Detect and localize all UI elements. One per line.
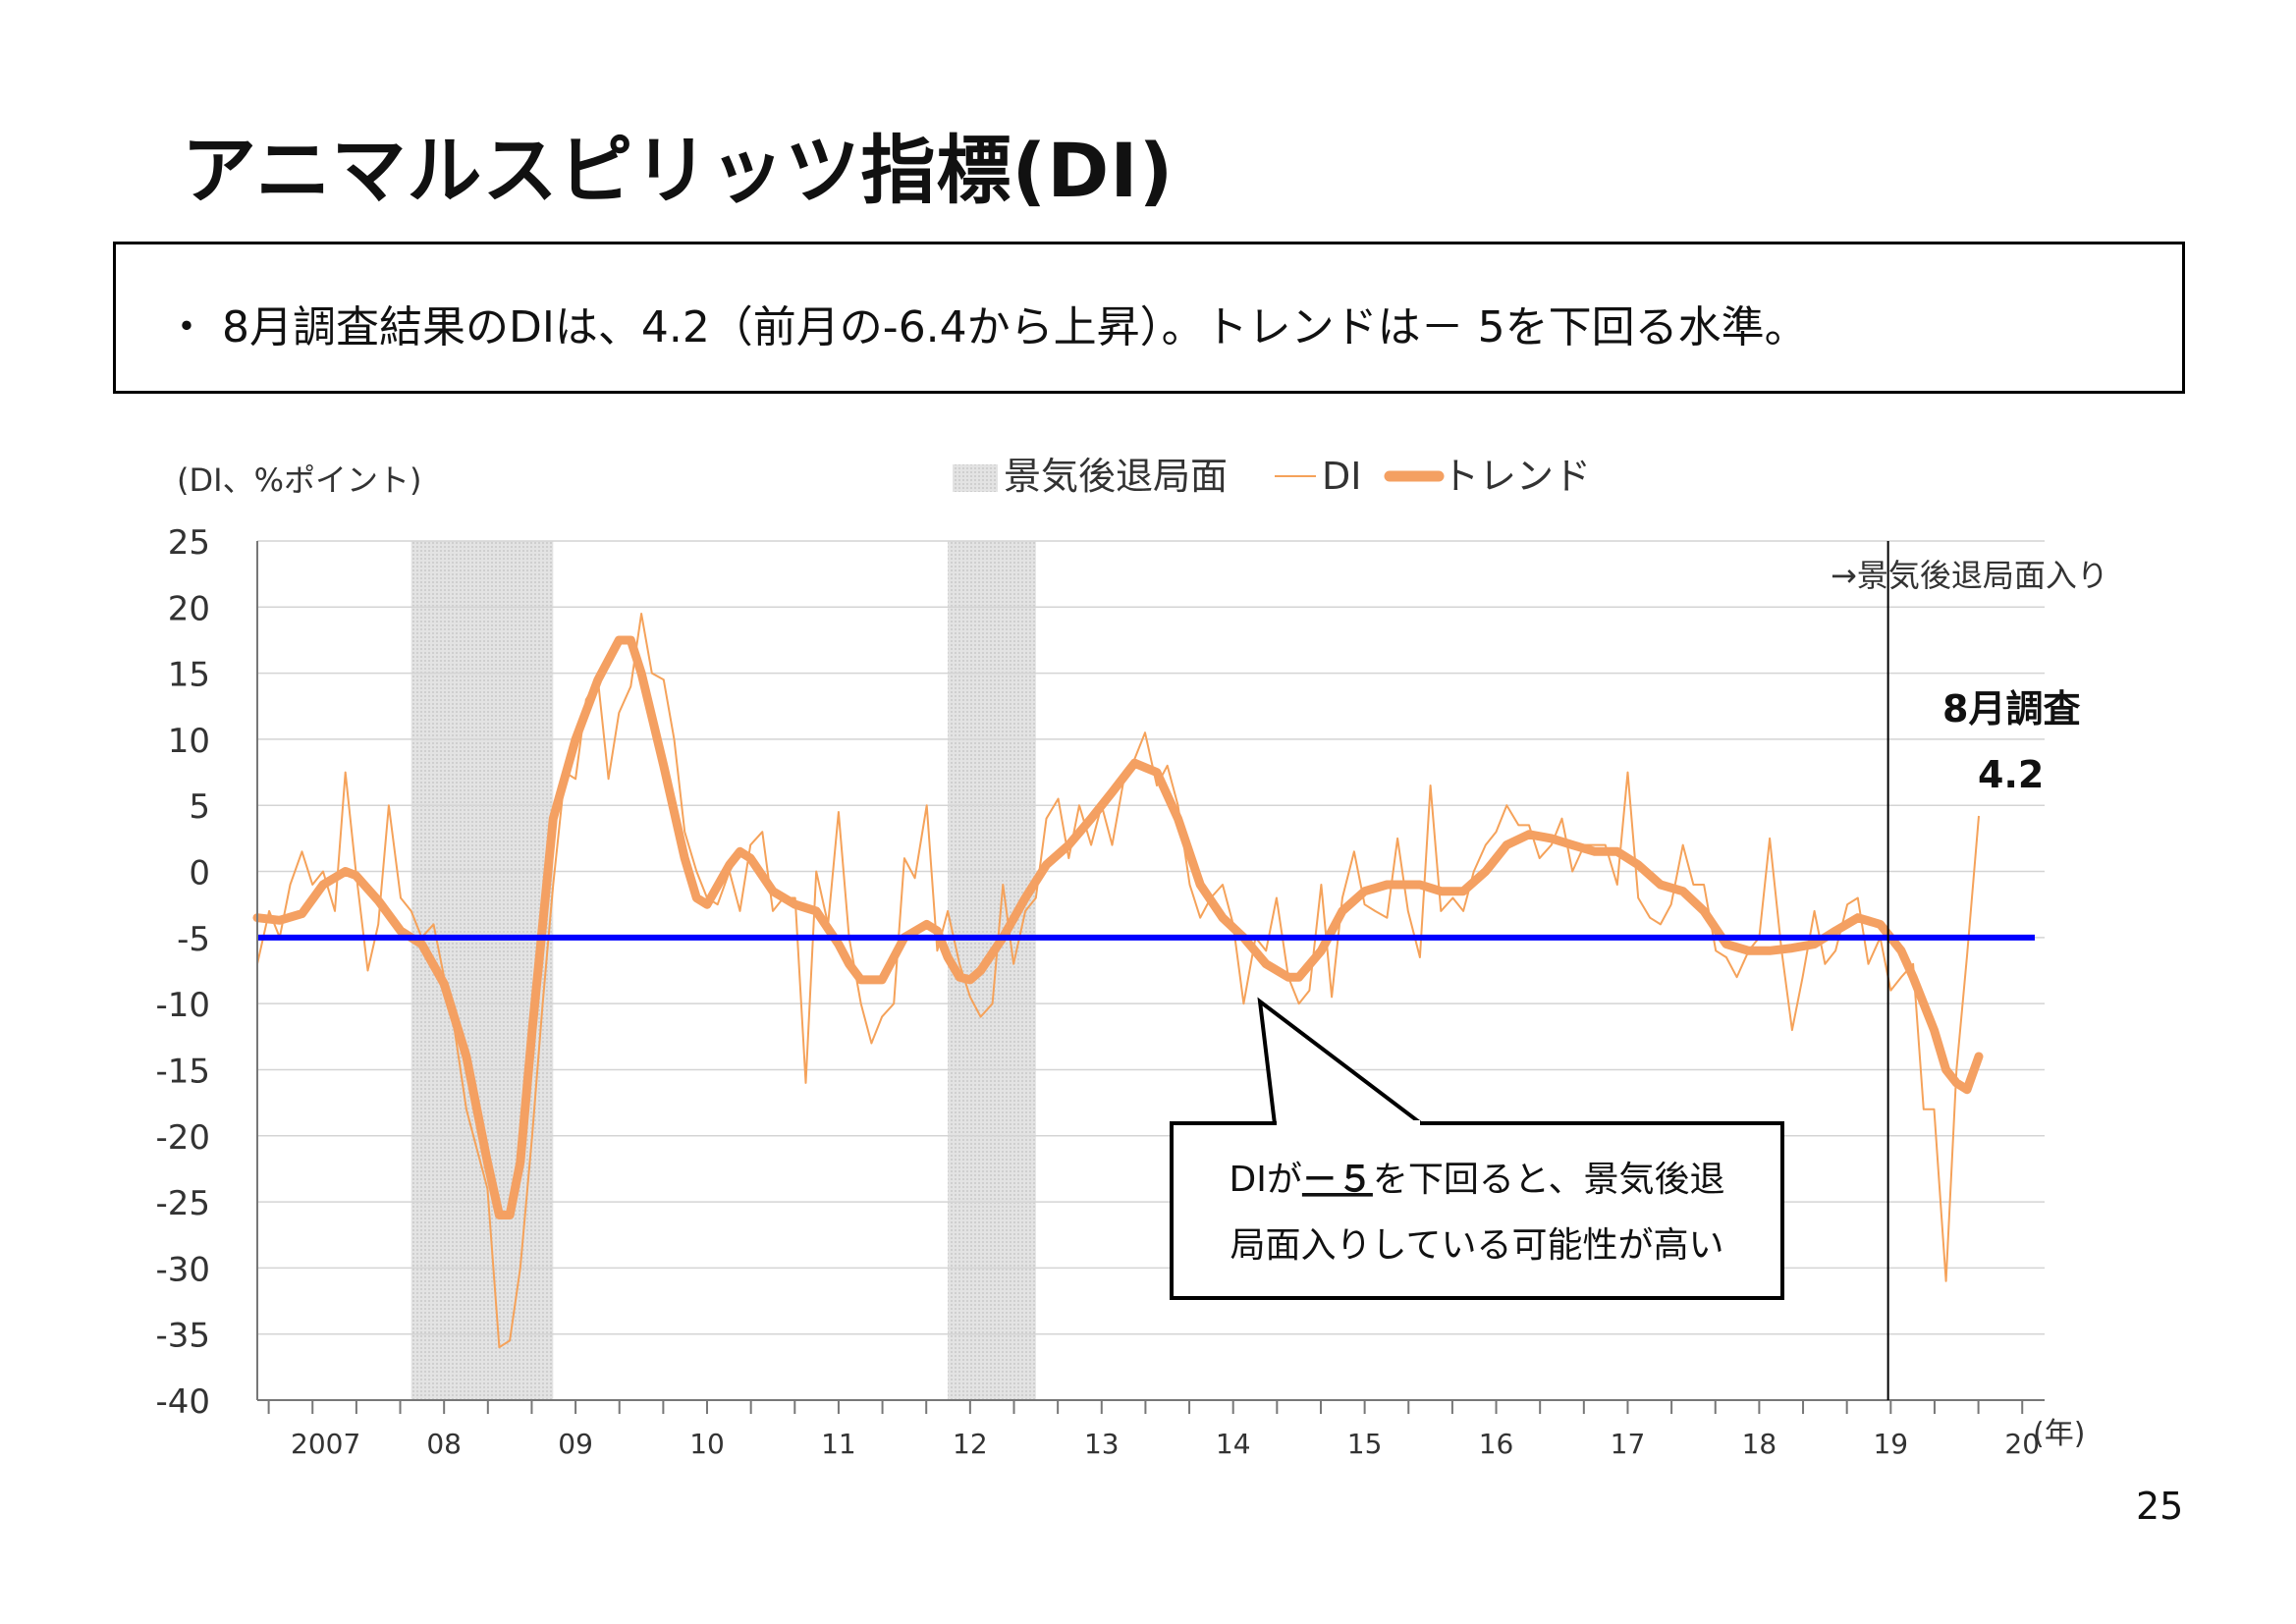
x-tick-label: 09	[558, 1428, 593, 1460]
callout-pointer	[1257, 997, 1428, 1126]
legend-trend-label: トレンド	[1442, 455, 1591, 498]
x-tick-label: 10	[689, 1428, 725, 1460]
callout-box	[1170, 1121, 1784, 1300]
labels: 25 20 15 10 5 0 -5 -10 -15 -20 -25 -30 -35 -40 2007 08 0…	[155, 523, 2040, 1460]
summary-text: ・ 8月調査結果のDIは、4.2（前月の-6.4から上昇）。トレンドは－ 5を下…	[165, 302, 1808, 352]
x-tick-label: 15	[1347, 1428, 1383, 1460]
x-tick-label: 08	[426, 1428, 462, 1460]
x-tick-label: 13	[1084, 1428, 1120, 1460]
x-tick-label: 2007	[291, 1428, 360, 1460]
callout-line-1: DIが－５を下回ると、景気後退	[1230, 1160, 1725, 1200]
vline-label: →景気後退局面入り	[1831, 557, 2108, 594]
x-tick-label: 14	[1216, 1428, 1251, 1460]
series-line-di	[256, 613, 1980, 1349]
legend-recession-label: 景気後退局面	[1004, 455, 1228, 498]
x-tick-label: 17	[1611, 1428, 1646, 1460]
y-tick-label: 20	[168, 589, 210, 628]
y-tick-label: 15	[168, 656, 210, 695]
y-axis-unit-label: (DI、%ポイント)	[177, 461, 421, 499]
y-tick-label: -25	[155, 1184, 210, 1223]
x-tick-label: 18	[1742, 1428, 1777, 1460]
y-tick-label: 5	[189, 787, 210, 827]
series	[252, 613, 2035, 1349]
page-title: アニマルスピリッツ指標(DI)	[182, 127, 1175, 214]
page-number: 25	[2136, 1485, 2184, 1528]
legend: 景気後退局面 DI トレンド	[953, 455, 1591, 498]
y-tick-label: -20	[155, 1118, 210, 1158]
y-tick-label: 25	[168, 523, 210, 563]
recession-bands	[410, 541, 1036, 1400]
callout: DIが－５を下回ると、景気後退 局面入りしている可能性が高い	[1170, 997, 1784, 1300]
latest-survey-value: 4.2	[1978, 753, 2044, 796]
summary-box: ・ 8月調査結果のDIは、4.2（前月の-6.4から上昇）。トレンドは－ 5を下…	[113, 242, 2185, 394]
y-tick-label: -40	[155, 1382, 210, 1422]
legend-di-label: DI	[1322, 455, 1361, 498]
y-tick-label: -5	[177, 920, 210, 959]
y-tick-label: -35	[155, 1317, 210, 1356]
series-line-trend	[252, 635, 1984, 1219]
axes	[256, 541, 2045, 1414]
y-tick-label: -15	[155, 1052, 210, 1091]
x-tick-label: 20	[2004, 1428, 2040, 1460]
latest-survey-label: 8月調査	[1942, 687, 2080, 731]
x-tick-label: 19	[1873, 1428, 1908, 1460]
y-tick-label: 0	[189, 854, 210, 893]
callout-line-2: 局面入りしている可能性が高い	[1230, 1225, 1724, 1266]
legend-recession-swatch	[953, 464, 998, 492]
x-tick-label: 12	[953, 1428, 988, 1460]
y-tick-label: 10	[168, 722, 210, 761]
x-tick-label: 16	[1479, 1428, 1514, 1460]
y-tick-label: -30	[155, 1250, 210, 1289]
x-axis-unit-label: (年)	[2033, 1417, 2085, 1451]
y-tick-label: -10	[155, 986, 210, 1025]
x-tick-label: 11	[821, 1428, 856, 1460]
